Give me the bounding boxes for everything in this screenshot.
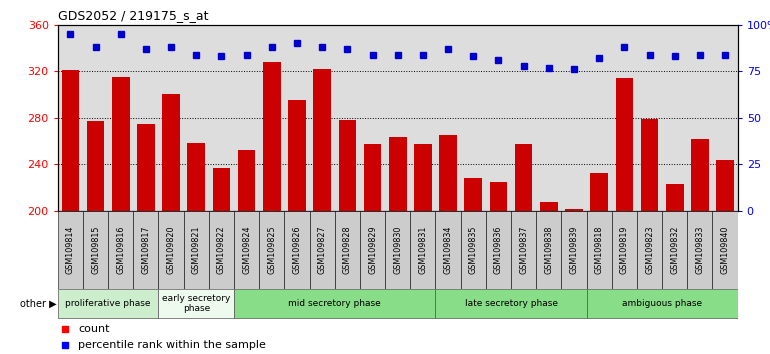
Text: GSM109829: GSM109829 <box>368 225 377 274</box>
Text: GSM109820: GSM109820 <box>166 225 176 274</box>
Text: GSM109834: GSM109834 <box>444 225 453 274</box>
Bar <box>637 211 662 289</box>
Text: GDS2052 / 219175_s_at: GDS2052 / 219175_s_at <box>58 9 208 22</box>
Bar <box>540 202 557 211</box>
Bar <box>712 211 738 289</box>
Bar <box>439 135 457 211</box>
Bar <box>385 211 410 289</box>
Bar <box>691 139 708 211</box>
Text: GSM109818: GSM109818 <box>594 225 604 274</box>
Bar <box>184 211 209 289</box>
Bar <box>611 211 637 289</box>
Text: GSM109835: GSM109835 <box>469 225 477 274</box>
Bar <box>615 78 633 211</box>
Text: early secretory
phase: early secretory phase <box>162 294 230 313</box>
Bar <box>436 211 460 289</box>
Bar <box>162 95 180 211</box>
Bar <box>688 211 712 289</box>
Bar <box>662 211 688 289</box>
Bar <box>137 124 155 211</box>
Bar <box>288 100 306 211</box>
Bar <box>187 143 205 211</box>
Bar <box>464 178 482 211</box>
Text: GSM109819: GSM109819 <box>620 225 629 274</box>
Text: GSM109827: GSM109827 <box>318 225 326 274</box>
Bar <box>389 137 407 211</box>
Text: GSM109816: GSM109816 <box>116 225 126 274</box>
Text: proliferative phase: proliferative phase <box>65 299 151 308</box>
Text: mid secretory phase: mid secretory phase <box>289 299 381 308</box>
Text: GSM109833: GSM109833 <box>695 225 705 274</box>
Bar <box>108 211 133 289</box>
Bar <box>62 70 79 211</box>
Bar <box>310 211 335 289</box>
Bar <box>591 173 608 211</box>
Bar <box>536 211 561 289</box>
Bar <box>363 144 381 211</box>
Bar <box>414 144 432 211</box>
Bar <box>159 211 184 289</box>
Text: GSM109826: GSM109826 <box>293 225 302 274</box>
Bar <box>410 211 436 289</box>
Text: other ▶: other ▶ <box>20 298 56 309</box>
Bar <box>112 77 129 211</box>
Text: GSM109815: GSM109815 <box>91 225 100 274</box>
Text: GSM109839: GSM109839 <box>570 225 578 274</box>
Text: GSM109821: GSM109821 <box>192 225 201 274</box>
Bar <box>263 62 280 211</box>
Bar <box>259 211 284 289</box>
Text: GSM109831: GSM109831 <box>418 225 427 274</box>
Bar <box>490 182 507 211</box>
Text: GSM109837: GSM109837 <box>519 225 528 274</box>
Text: late secretory phase: late secretory phase <box>464 299 557 308</box>
Bar <box>460 211 486 289</box>
Text: GSM109830: GSM109830 <box>393 225 402 274</box>
Text: GSM109828: GSM109828 <box>343 225 352 274</box>
Bar <box>511 211 536 289</box>
Bar <box>561 211 587 289</box>
Bar <box>436 289 587 318</box>
Bar <box>335 211 360 289</box>
Bar <box>587 289 738 318</box>
Text: percentile rank within the sample: percentile rank within the sample <box>78 340 266 350</box>
Text: GSM109823: GSM109823 <box>645 225 654 274</box>
Bar <box>234 289 436 318</box>
Bar <box>360 211 385 289</box>
Text: GSM109836: GSM109836 <box>494 225 503 274</box>
Bar <box>58 289 159 318</box>
Bar <box>284 211 310 289</box>
Text: GSM109825: GSM109825 <box>267 225 276 274</box>
Bar <box>159 289 234 318</box>
Text: ambiguous phase: ambiguous phase <box>622 299 702 308</box>
Bar <box>565 210 583 211</box>
Bar <box>234 211 259 289</box>
Bar <box>339 120 357 211</box>
Text: GSM109832: GSM109832 <box>670 225 679 274</box>
Bar <box>238 150 256 211</box>
Bar <box>486 211 511 289</box>
Text: GSM109822: GSM109822 <box>217 225 226 274</box>
Text: GSM109824: GSM109824 <box>242 225 251 274</box>
Bar <box>209 211 234 289</box>
Bar <box>87 121 105 211</box>
Text: GSM109840: GSM109840 <box>721 225 729 274</box>
Bar <box>666 184 684 211</box>
Bar <box>515 144 532 211</box>
Text: GSM109814: GSM109814 <box>66 225 75 274</box>
Bar <box>133 211 159 289</box>
Bar <box>213 168 230 211</box>
Bar <box>716 160 734 211</box>
Text: GSM109838: GSM109838 <box>544 225 554 274</box>
Bar <box>587 211 611 289</box>
Bar <box>313 69 331 211</box>
Bar <box>641 119 658 211</box>
Text: count: count <box>78 324 109 334</box>
Bar <box>83 211 108 289</box>
Bar <box>58 211 83 289</box>
Text: GSM109817: GSM109817 <box>142 225 150 274</box>
